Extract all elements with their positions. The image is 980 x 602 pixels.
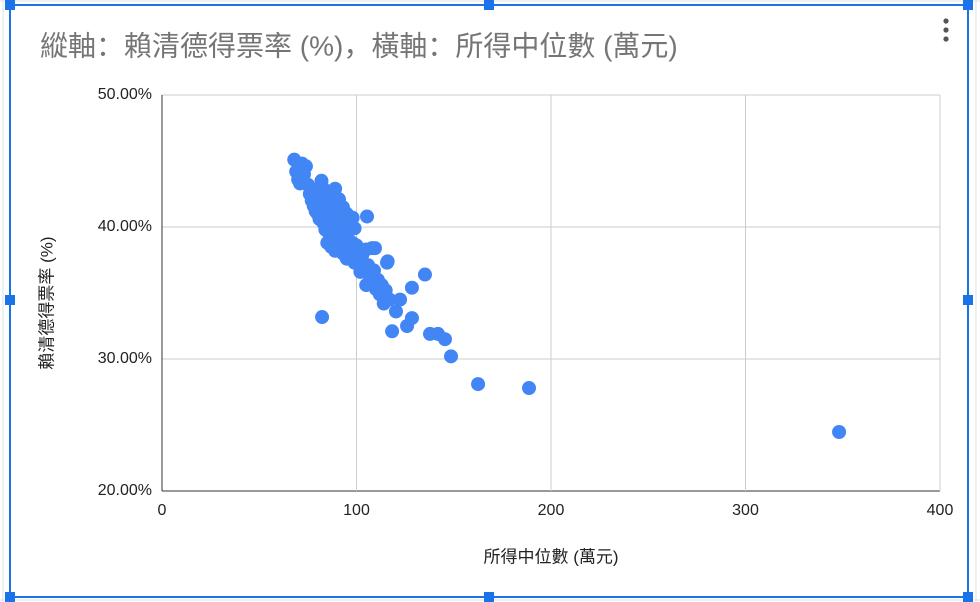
x-axis-label: 所得中位數 (萬元) <box>483 547 618 566</box>
point <box>385 324 400 339</box>
point <box>315 310 330 325</box>
point <box>471 377 486 392</box>
point <box>347 221 362 236</box>
point <box>404 280 419 295</box>
point <box>832 424 847 439</box>
x-tick-label: 400 <box>927 502 954 519</box>
x-tick-label: 100 <box>343 502 370 519</box>
chart-title: 縱軸：賴清德得票率 (%)，橫軸：所得中位數 (萬元) <box>40 30 678 61</box>
point <box>423 326 438 341</box>
point <box>328 181 343 196</box>
point <box>360 209 375 224</box>
y-tick-label: 30.00% <box>98 350 152 367</box>
y-tick-label: 40.00% <box>98 218 152 235</box>
point <box>298 159 313 174</box>
point <box>380 255 395 270</box>
point <box>417 267 432 282</box>
point <box>522 381 537 396</box>
point <box>388 304 403 319</box>
point <box>393 292 408 307</box>
y-axis-label: 賴清德得票率 (%) <box>37 236 56 369</box>
point <box>367 241 382 256</box>
point <box>345 210 360 225</box>
y-tick-label: 50.00% <box>98 86 152 103</box>
y-tick-label: 20.00% <box>98 482 152 499</box>
point <box>382 292 397 307</box>
x-tick-label: 0 <box>158 502 167 519</box>
chart-frame[interactable] <box>9 4 969 598</box>
menu-icon[interactable] <box>943 18 949 42</box>
resize-handles[interactable] <box>5 0 973 602</box>
point <box>404 311 419 326</box>
x-tick-label: 300 <box>732 502 759 519</box>
point <box>444 349 459 364</box>
x-tick-label: 200 <box>538 502 565 519</box>
